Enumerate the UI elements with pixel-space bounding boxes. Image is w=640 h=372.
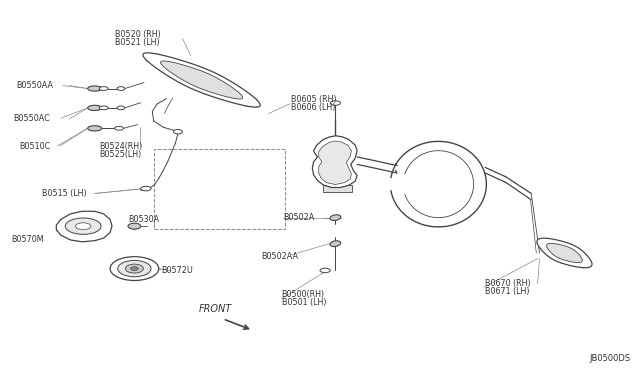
Text: B0670 (RH): B0670 (RH) xyxy=(485,279,531,288)
Text: B0550AA: B0550AA xyxy=(16,81,53,90)
Ellipse shape xyxy=(330,101,340,105)
Text: B0524(RH): B0524(RH) xyxy=(99,142,143,151)
Text: JB0500DS: JB0500DS xyxy=(589,354,630,363)
Ellipse shape xyxy=(320,268,330,273)
Bar xyxy=(154,149,285,229)
Ellipse shape xyxy=(88,86,102,91)
Bar xyxy=(323,185,352,192)
Ellipse shape xyxy=(99,106,108,110)
Text: FRONT: FRONT xyxy=(198,304,232,314)
Ellipse shape xyxy=(99,87,108,90)
Text: B0515 (LH): B0515 (LH) xyxy=(42,189,86,198)
Ellipse shape xyxy=(131,267,138,270)
Text: B0570M: B0570M xyxy=(12,235,44,244)
Ellipse shape xyxy=(141,186,151,191)
Ellipse shape xyxy=(76,223,91,230)
Text: B0521 (LH): B0521 (LH) xyxy=(115,38,160,47)
Text: B0572U: B0572U xyxy=(161,266,193,275)
Text: B0605 (RH): B0605 (RH) xyxy=(291,95,337,104)
Polygon shape xyxy=(537,238,592,268)
Ellipse shape xyxy=(65,218,101,234)
Ellipse shape xyxy=(110,257,159,280)
Ellipse shape xyxy=(118,260,151,277)
Text: B0500(RH): B0500(RH) xyxy=(282,291,324,299)
Ellipse shape xyxy=(173,129,182,134)
Ellipse shape xyxy=(128,223,141,229)
Text: B0550AC: B0550AC xyxy=(13,114,49,123)
Ellipse shape xyxy=(330,215,340,221)
Ellipse shape xyxy=(117,87,125,90)
Text: B0510C: B0510C xyxy=(19,142,51,151)
Polygon shape xyxy=(547,243,582,263)
Ellipse shape xyxy=(117,106,125,110)
Text: B0606 (LH): B0606 (LH) xyxy=(291,103,335,112)
Text: B0502A: B0502A xyxy=(283,213,314,222)
Ellipse shape xyxy=(330,241,340,247)
Text: B0671 (LH): B0671 (LH) xyxy=(485,287,530,296)
Ellipse shape xyxy=(115,126,124,130)
Text: B0525(LH): B0525(LH) xyxy=(99,150,141,159)
Ellipse shape xyxy=(125,264,143,273)
Text: B0520 (RH): B0520 (RH) xyxy=(115,30,161,39)
Ellipse shape xyxy=(88,105,102,110)
Text: B0501 (LH): B0501 (LH) xyxy=(282,298,326,307)
Ellipse shape xyxy=(88,126,102,131)
Polygon shape xyxy=(161,61,243,99)
Polygon shape xyxy=(56,211,112,242)
Polygon shape xyxy=(312,136,357,187)
Polygon shape xyxy=(143,53,260,107)
Text: B0502AA: B0502AA xyxy=(261,252,298,261)
Text: B0530A: B0530A xyxy=(128,215,159,224)
Polygon shape xyxy=(319,141,351,185)
